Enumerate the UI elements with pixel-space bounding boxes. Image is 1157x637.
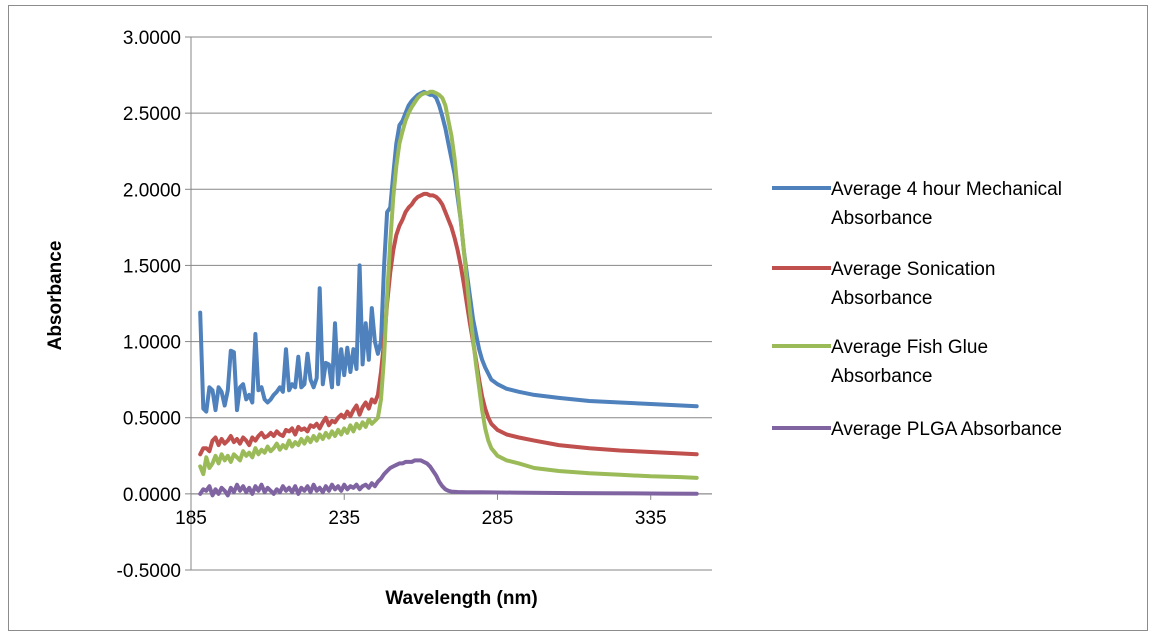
x-axis-title: Wavelength (nm) <box>385 588 537 609</box>
y-axis-title: Absorbance <box>45 241 66 351</box>
y-tick-label: 0.5000 <box>123 409 181 430</box>
legend-label: Absorbance <box>831 208 932 229</box>
x-tick-label: 235 <box>328 508 360 529</box>
absorbance-chart: -0.5000 0.0000 0.5000 1.0000 1.5000 2.0000 2.5… <box>45 28 1062 609</box>
legend-label: Average Sonication <box>831 259 995 280</box>
series-line-1 <box>198 89 699 414</box>
y-tick-label: 2.5000 <box>123 104 181 125</box>
series-line-2 <box>198 191 699 457</box>
y-tick-label: 2.0000 <box>123 180 181 201</box>
legend-label: Average Fish Glue <box>831 337 988 358</box>
chart-frame: -0.5000 0.0000 0.5000 1.0000 1.5000 2.0000 2.5… <box>8 5 1148 631</box>
y-tick-label: 1.0000 <box>123 333 181 354</box>
y-tick-label: 1.5000 <box>123 256 181 277</box>
y-tick-label: -0.5000 <box>117 561 181 582</box>
y-tick-label: 0.0000 <box>123 485 181 506</box>
x-tick-label: 335 <box>635 508 667 529</box>
x-tick-label: 285 <box>482 508 514 529</box>
x-tick-label: 185 <box>175 508 207 529</box>
legend-label: Average 4 hour Mechanical <box>831 179 1062 200</box>
legend-label: Average PLGA Absorbance <box>831 419 1062 440</box>
legend-label: Absorbance <box>831 288 932 309</box>
series-line-4 <box>198 458 699 498</box>
series-line-3 <box>198 89 699 480</box>
y-tick-label: 3.0000 <box>123 28 181 49</box>
legend-label: Absorbance <box>831 366 932 387</box>
